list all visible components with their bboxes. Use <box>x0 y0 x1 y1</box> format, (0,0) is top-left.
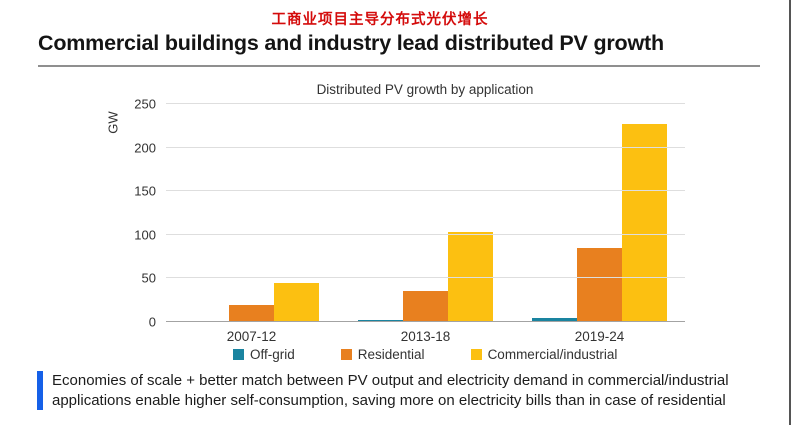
y-tick-label-100: 100 <box>134 227 156 243</box>
y-tick-label-250: 250 <box>134 96 156 112</box>
callout-accent-bar <box>37 371 43 410</box>
legend-item-commercial-industrial: Commercial/industrial <box>470 347 618 362</box>
legend-label-residential: Residential <box>357 347 425 362</box>
legend-label-commercial-industrial: Commercial/industrial <box>487 347 618 362</box>
gridline-0 <box>166 321 685 322</box>
bar-group-2013-18: 2013-18 <box>358 104 493 344</box>
x-tick-label-2007-12: 2007-12 <box>226 329 277 344</box>
bar-group-2019-24: 2019-24 <box>532 104 667 344</box>
plot-area: 2007-12 2013-18 2019-24 0 50 100 150 200 250 <box>134 97 685 344</box>
y-tick-label-150: 150 <box>134 183 156 199</box>
legend-item-residential: Residential <box>340 347 425 362</box>
gridline-50 <box>166 277 685 279</box>
chart-title: Distributed PV growth by application <box>316 82 534 97</box>
legend-label-off-grid: Off-grid <box>250 347 295 362</box>
legend-swatch-commercial-industrial-icon <box>470 349 482 360</box>
y-tick-label-50: 50 <box>141 270 156 286</box>
title-underline <box>38 65 760 67</box>
image-edge-line <box>789 0 791 425</box>
x-tick-label-2019-24: 2019-24 <box>574 329 625 344</box>
page-title: Commercial buildings and industry lead d… <box>38 31 664 55</box>
bar-commercial-industrial-2019-24 <box>622 124 667 322</box>
bar-group-2007-12: 2007-12 <box>184 104 319 344</box>
legend-swatch-residential-icon <box>340 349 352 360</box>
legend-swatch-off-grid-icon <box>233 349 244 360</box>
bar-commercial-industrial-2007-12 <box>274 282 319 322</box>
chart-legend: Off-grid Residential Commercial/industrial <box>233 347 617 362</box>
bar-off-grid-2019-24 <box>532 317 577 322</box>
callout-text: Economies of scale + better match betwee… <box>52 372 729 409</box>
gridline-150 <box>166 190 685 192</box>
gridline-200 <box>166 146 685 148</box>
y-tick-label-200: 200 <box>134 140 156 156</box>
gridline-100 <box>166 233 685 235</box>
y-tick-label-0: 0 <box>148 314 156 330</box>
bar-residential-2013-18 <box>403 290 448 322</box>
bar-groups: 2007-12 2013-18 2019-24 <box>166 104 685 344</box>
x-tick-label-2013-18: 2013-18 <box>400 329 451 344</box>
bar-residential-2019-24 <box>577 247 622 322</box>
legend-item-off-grid: Off-grid <box>233 347 295 362</box>
y-axis-label: GW <box>105 111 121 134</box>
callout: Economies of scale + better match betwee… <box>37 371 764 410</box>
bar-residential-2007-12 <box>229 305 274 322</box>
bar-commercial-industrial-2013-18 <box>448 232 493 322</box>
chinese-title: 工商业项目主导分布式光伏增长 <box>271 12 489 28</box>
gridline-250 <box>166 103 685 104</box>
